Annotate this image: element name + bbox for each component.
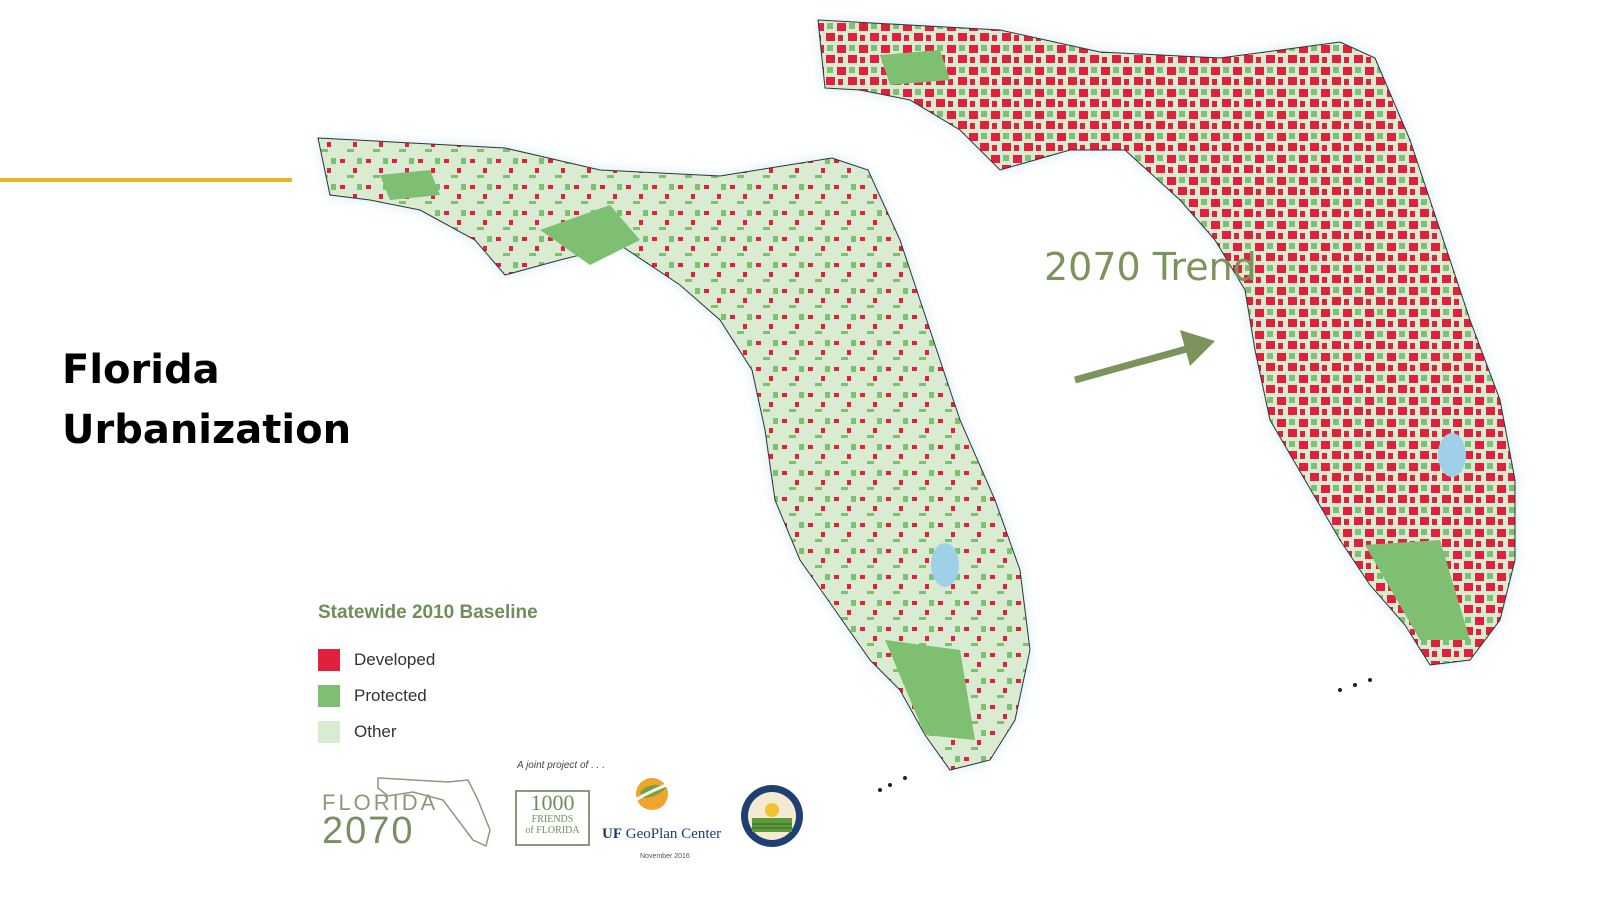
legend-title: Statewide 2010 Baseline [318,602,538,623]
agriculture-department-seal-icon [741,785,803,847]
trend-label: 2070 Trend [1044,245,1257,289]
other-swatch [318,721,340,743]
florida-2070-logo: FLORIDA 2070 [318,770,500,852]
developed-swatch [318,649,340,671]
joint-project-text: A joint project of . . . [517,760,606,771]
florida-outline-icon [377,777,491,848]
geoplan-globe-icon [631,778,675,810]
legend-label: Other [354,722,397,741]
florida-logo-year: 2070 [322,810,415,852]
friends-logo-state: of FLORIDA [525,825,580,836]
geoplan-date: November 2016 [640,853,690,860]
friends-logo-number: 1000 [530,790,575,815]
title-line-1: Florida [62,347,220,393]
friends-logo-word: FRIENDS [531,814,574,825]
title-line-2: Urbanization [62,407,352,453]
map-2070-trend [817,19,1516,666]
legend: Statewide 2010 Baseline Developed Protec… [318,602,538,750]
map-2010-baseline [317,137,1031,771]
legend-label: Protected [354,686,427,705]
accent-line [0,178,292,182]
geoplan-name: GeoPlan Center [625,826,722,842]
legend-label: Developed [354,650,436,669]
florida-logo-word: FLORIDA [322,790,439,815]
geoplan-center-text: UF GeoPlan Center [602,826,721,843]
legend-item-other: Other [318,714,538,750]
trend-arrow [1074,330,1215,384]
uf-mark: UF [602,826,622,842]
slide-title: Florida Urbanization [62,340,351,460]
legend-item-protected: Protected [318,678,538,714]
protected-swatch [318,685,340,707]
legend-item-developed: Developed [318,642,538,678]
1000-friends-logo: 1000 FRIENDS of FLORIDA [515,790,590,846]
keys-marks [878,678,1372,792]
